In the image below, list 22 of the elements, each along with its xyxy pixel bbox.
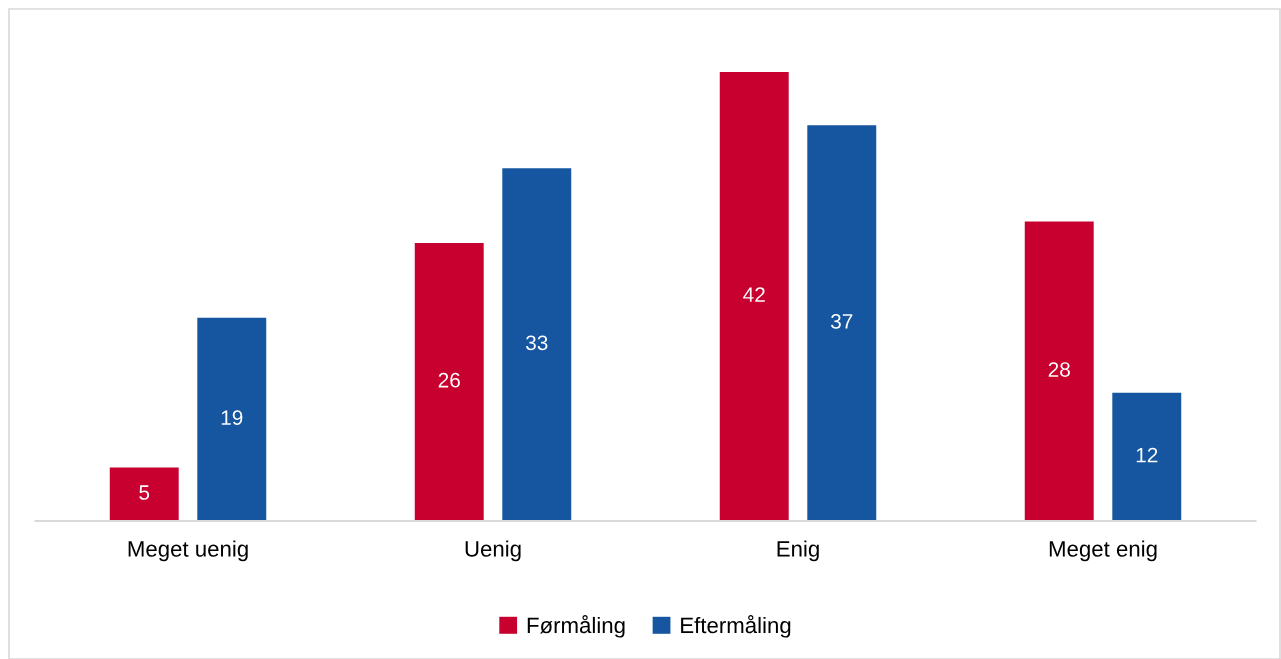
bar xyxy=(1024,221,1094,521)
bar xyxy=(197,317,267,521)
bar xyxy=(414,242,484,521)
data-label: 33 xyxy=(525,335,548,351)
bar xyxy=(719,71,789,521)
legend-label: Førmåling xyxy=(527,615,625,638)
data-label: 26 xyxy=(438,372,460,388)
x-tick-label: Meget uenig xyxy=(128,540,248,562)
x-tick-label: Meget enig xyxy=(1049,540,1157,562)
bar xyxy=(1112,392,1182,521)
data-label: 12 xyxy=(1136,447,1158,463)
x-tick-label: Uenig xyxy=(465,540,521,562)
data-label: 42 xyxy=(743,287,765,302)
data-label: 28 xyxy=(1048,362,1070,377)
data-label: 19 xyxy=(221,410,243,426)
legend-label: Eftermåling xyxy=(681,615,791,638)
data-label: 37 xyxy=(830,314,853,329)
bar xyxy=(109,467,179,521)
x-tick-label: Enig xyxy=(777,540,819,562)
data-label: 5 xyxy=(139,485,150,500)
bar xyxy=(807,125,877,521)
bar xyxy=(502,168,572,521)
